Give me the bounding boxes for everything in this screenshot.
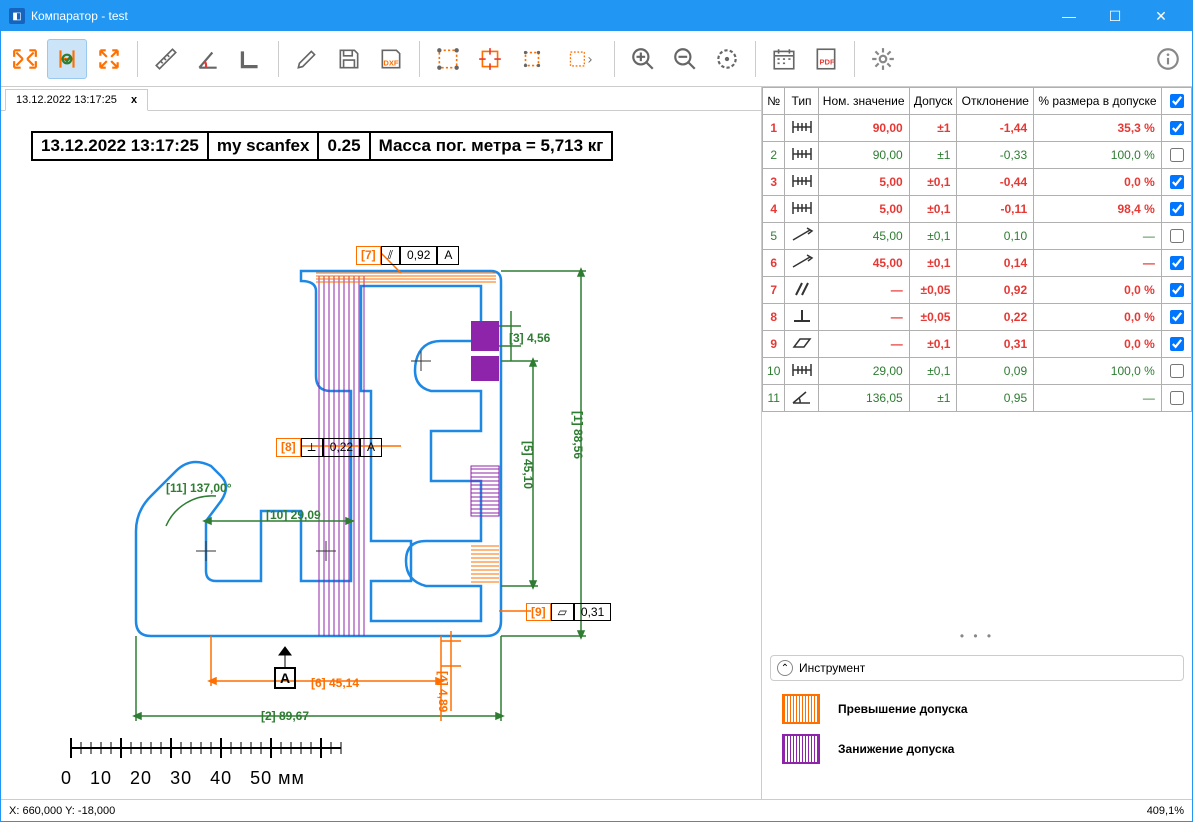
status-coords: X: 660,000 Y: -18,000: [9, 805, 115, 817]
row-checkbox[interactable]: [1170, 364, 1184, 378]
app-icon: ◧: [9, 8, 25, 24]
table-row[interactable]: 290,00±1-0,33100,0 %: [763, 142, 1192, 169]
calendar-button[interactable]: [764, 39, 804, 79]
angle-tool-button[interactable]: [188, 39, 228, 79]
row-checkbox[interactable]: [1170, 121, 1184, 135]
annotation-6: [6] 45,14: [311, 676, 359, 690]
col-check[interactable]: [1161, 88, 1191, 115]
tab-close-button[interactable]: x: [131, 94, 137, 106]
legend-under: Занижение допуска: [762, 729, 1192, 769]
annotation-2: [2] 89,67: [261, 709, 309, 723]
table-row[interactable]: 35,00±0,1-0,440,0 %: [763, 169, 1192, 196]
svg-text:DXF: DXF: [383, 58, 399, 67]
table-row[interactable]: 645,00±0,10,14—: [763, 250, 1192, 277]
annotation-9: [9] ▱ 0,31: [526, 603, 611, 621]
legend-over: Превышение допуска: [762, 689, 1192, 729]
col-n[interactable]: №: [763, 88, 785, 115]
svg-text:A: A: [280, 670, 290, 686]
zoom-out-button[interactable]: [665, 39, 705, 79]
legend-swatch-under-icon: [782, 734, 820, 764]
info-val: 0.25: [317, 131, 370, 161]
legend-swatch-over-icon: [782, 694, 820, 724]
annotation-8: [8] ⟂ 0,22 A: [276, 438, 382, 457]
annotation-5: [5] 45,10: [521, 441, 535, 489]
row-checkbox[interactable]: [1170, 229, 1184, 243]
col-type[interactable]: Тип: [785, 88, 818, 115]
col-dev[interactable]: Отклонение: [957, 88, 1034, 115]
table-row[interactable]: 11136,05±10,95—: [763, 385, 1192, 412]
info-button[interactable]: [1148, 39, 1188, 79]
info-name: my scanfex: [207, 131, 320, 161]
scale-button[interactable]: [554, 39, 606, 79]
fullscreen-button[interactable]: [89, 39, 129, 79]
ruler-tool-button[interactable]: [146, 39, 186, 79]
maximize-button[interactable]: ☐: [1092, 1, 1138, 31]
close-button[interactable]: ✕: [1138, 1, 1184, 31]
corner-tool-button[interactable]: [230, 39, 270, 79]
select-tool-button[interactable]: [428, 39, 468, 79]
table-row[interactable]: 7—±0,050,920,0 %: [763, 277, 1192, 304]
info-mass: Масса пог. метра = 5,713 кг: [369, 131, 614, 161]
chevron-up-icon: ⌃: [777, 660, 793, 676]
col-pct[interactable]: % размера в допуске: [1034, 88, 1162, 115]
instrument-section-header[interactable]: ⌃ Инструмент: [770, 655, 1184, 681]
tab-label: 13.12.2022 13:17:25: [16, 94, 117, 106]
legend-over-label: Превышение допуска: [838, 702, 968, 716]
statusbar: X: 660,000 Y: -18,000 409,1%: [1, 799, 1192, 821]
toolbar: DXF PDF: [1, 31, 1192, 87]
table-row[interactable]: 190,00±1-1,4435,3 %: [763, 115, 1192, 142]
table-row[interactable]: 8—±0,050,220,0 %: [763, 304, 1192, 331]
measure-mode-button[interactable]: [47, 39, 87, 79]
row-checkbox[interactable]: [1170, 175, 1184, 189]
edit-button[interactable]: [287, 39, 327, 79]
annotation-1: [1] 88,56: [571, 411, 585, 459]
titlebar: ◧ Компаратор - test — ☐ ✕: [1, 1, 1192, 31]
zoom-in-button[interactable]: [623, 39, 663, 79]
canvas-area: 13.12.2022 13:17:25 x 13.12.2022 13:17:2…: [1, 87, 762, 799]
info-strip: 13.12.2022 13:17:25 my scanfex 0.25 Масс…: [31, 131, 613, 161]
measurements-table: № Тип Ном. значение Допуск Отклонение % …: [762, 87, 1192, 412]
table-row[interactable]: 545,00±0,10,10—: [763, 223, 1192, 250]
rotate-button[interactable]: [512, 39, 552, 79]
instrument-label: Инструмент: [799, 661, 865, 675]
row-checkbox[interactable]: [1170, 337, 1184, 351]
pdf-export-button[interactable]: PDF: [806, 39, 846, 79]
save-dxf-button[interactable]: DXF: [371, 39, 411, 79]
row-checkbox[interactable]: [1170, 256, 1184, 270]
col-nom[interactable]: Ном. значение: [818, 88, 909, 115]
table-row[interactable]: 45,00±0,1-0,1198,4 %: [763, 196, 1192, 223]
row-checkbox[interactable]: [1170, 202, 1184, 216]
fit-width-button[interactable]: [5, 39, 45, 79]
row-checkbox[interactable]: [1170, 310, 1184, 324]
annotation-11: [11] 137,00°: [166, 481, 232, 495]
table-row[interactable]: 1029,00±0,10,09100,0 %: [763, 358, 1192, 385]
col-tol[interactable]: Допуск: [909, 88, 957, 115]
row-checkbox[interactable]: [1170, 148, 1184, 162]
panel-resize-grip[interactable]: • • •: [762, 625, 1192, 647]
info-datetime: 13.12.2022 13:17:25: [31, 131, 209, 161]
document-tab[interactable]: 13.12.2022 13:17:25 x: [5, 89, 148, 111]
scale-ruler: 0 10 20 30 40 50 мм: [61, 733, 361, 789]
window-title: Компаратор - test: [31, 9, 1046, 23]
tab-bar: 13.12.2022 13:17:25 x: [1, 87, 761, 111]
svg-text:PDF: PDF: [820, 57, 836, 66]
row-checkbox[interactable]: [1170, 283, 1184, 297]
transform-button[interactable]: [470, 39, 510, 79]
save-button[interactable]: [329, 39, 369, 79]
legend-under-label: Занижение допуска: [838, 742, 954, 756]
table-row[interactable]: 9—±0,10,310,0 %: [763, 331, 1192, 358]
zoom-fit-button[interactable]: [707, 39, 747, 79]
annotation-10: [10] 29,09: [266, 508, 321, 522]
annotation-3: [3] 4,56: [509, 331, 550, 345]
minimize-button[interactable]: —: [1046, 1, 1092, 31]
annotation-7: [7] ⫽ 0,92 A: [356, 246, 459, 265]
measurements-panel: № Тип Ном. значение Допуск Отклонение % …: [762, 87, 1192, 799]
technical-drawing: A: [101, 191, 661, 761]
status-zoom: 409,1%: [1147, 805, 1184, 817]
settings-button[interactable]: [863, 39, 903, 79]
drawing-canvas[interactable]: 13.12.2022 13:17:25 my scanfex 0.25 Масс…: [1, 111, 761, 799]
row-checkbox[interactable]: [1170, 391, 1184, 405]
annotation-4: [4] 4,89: [436, 671, 450, 712]
